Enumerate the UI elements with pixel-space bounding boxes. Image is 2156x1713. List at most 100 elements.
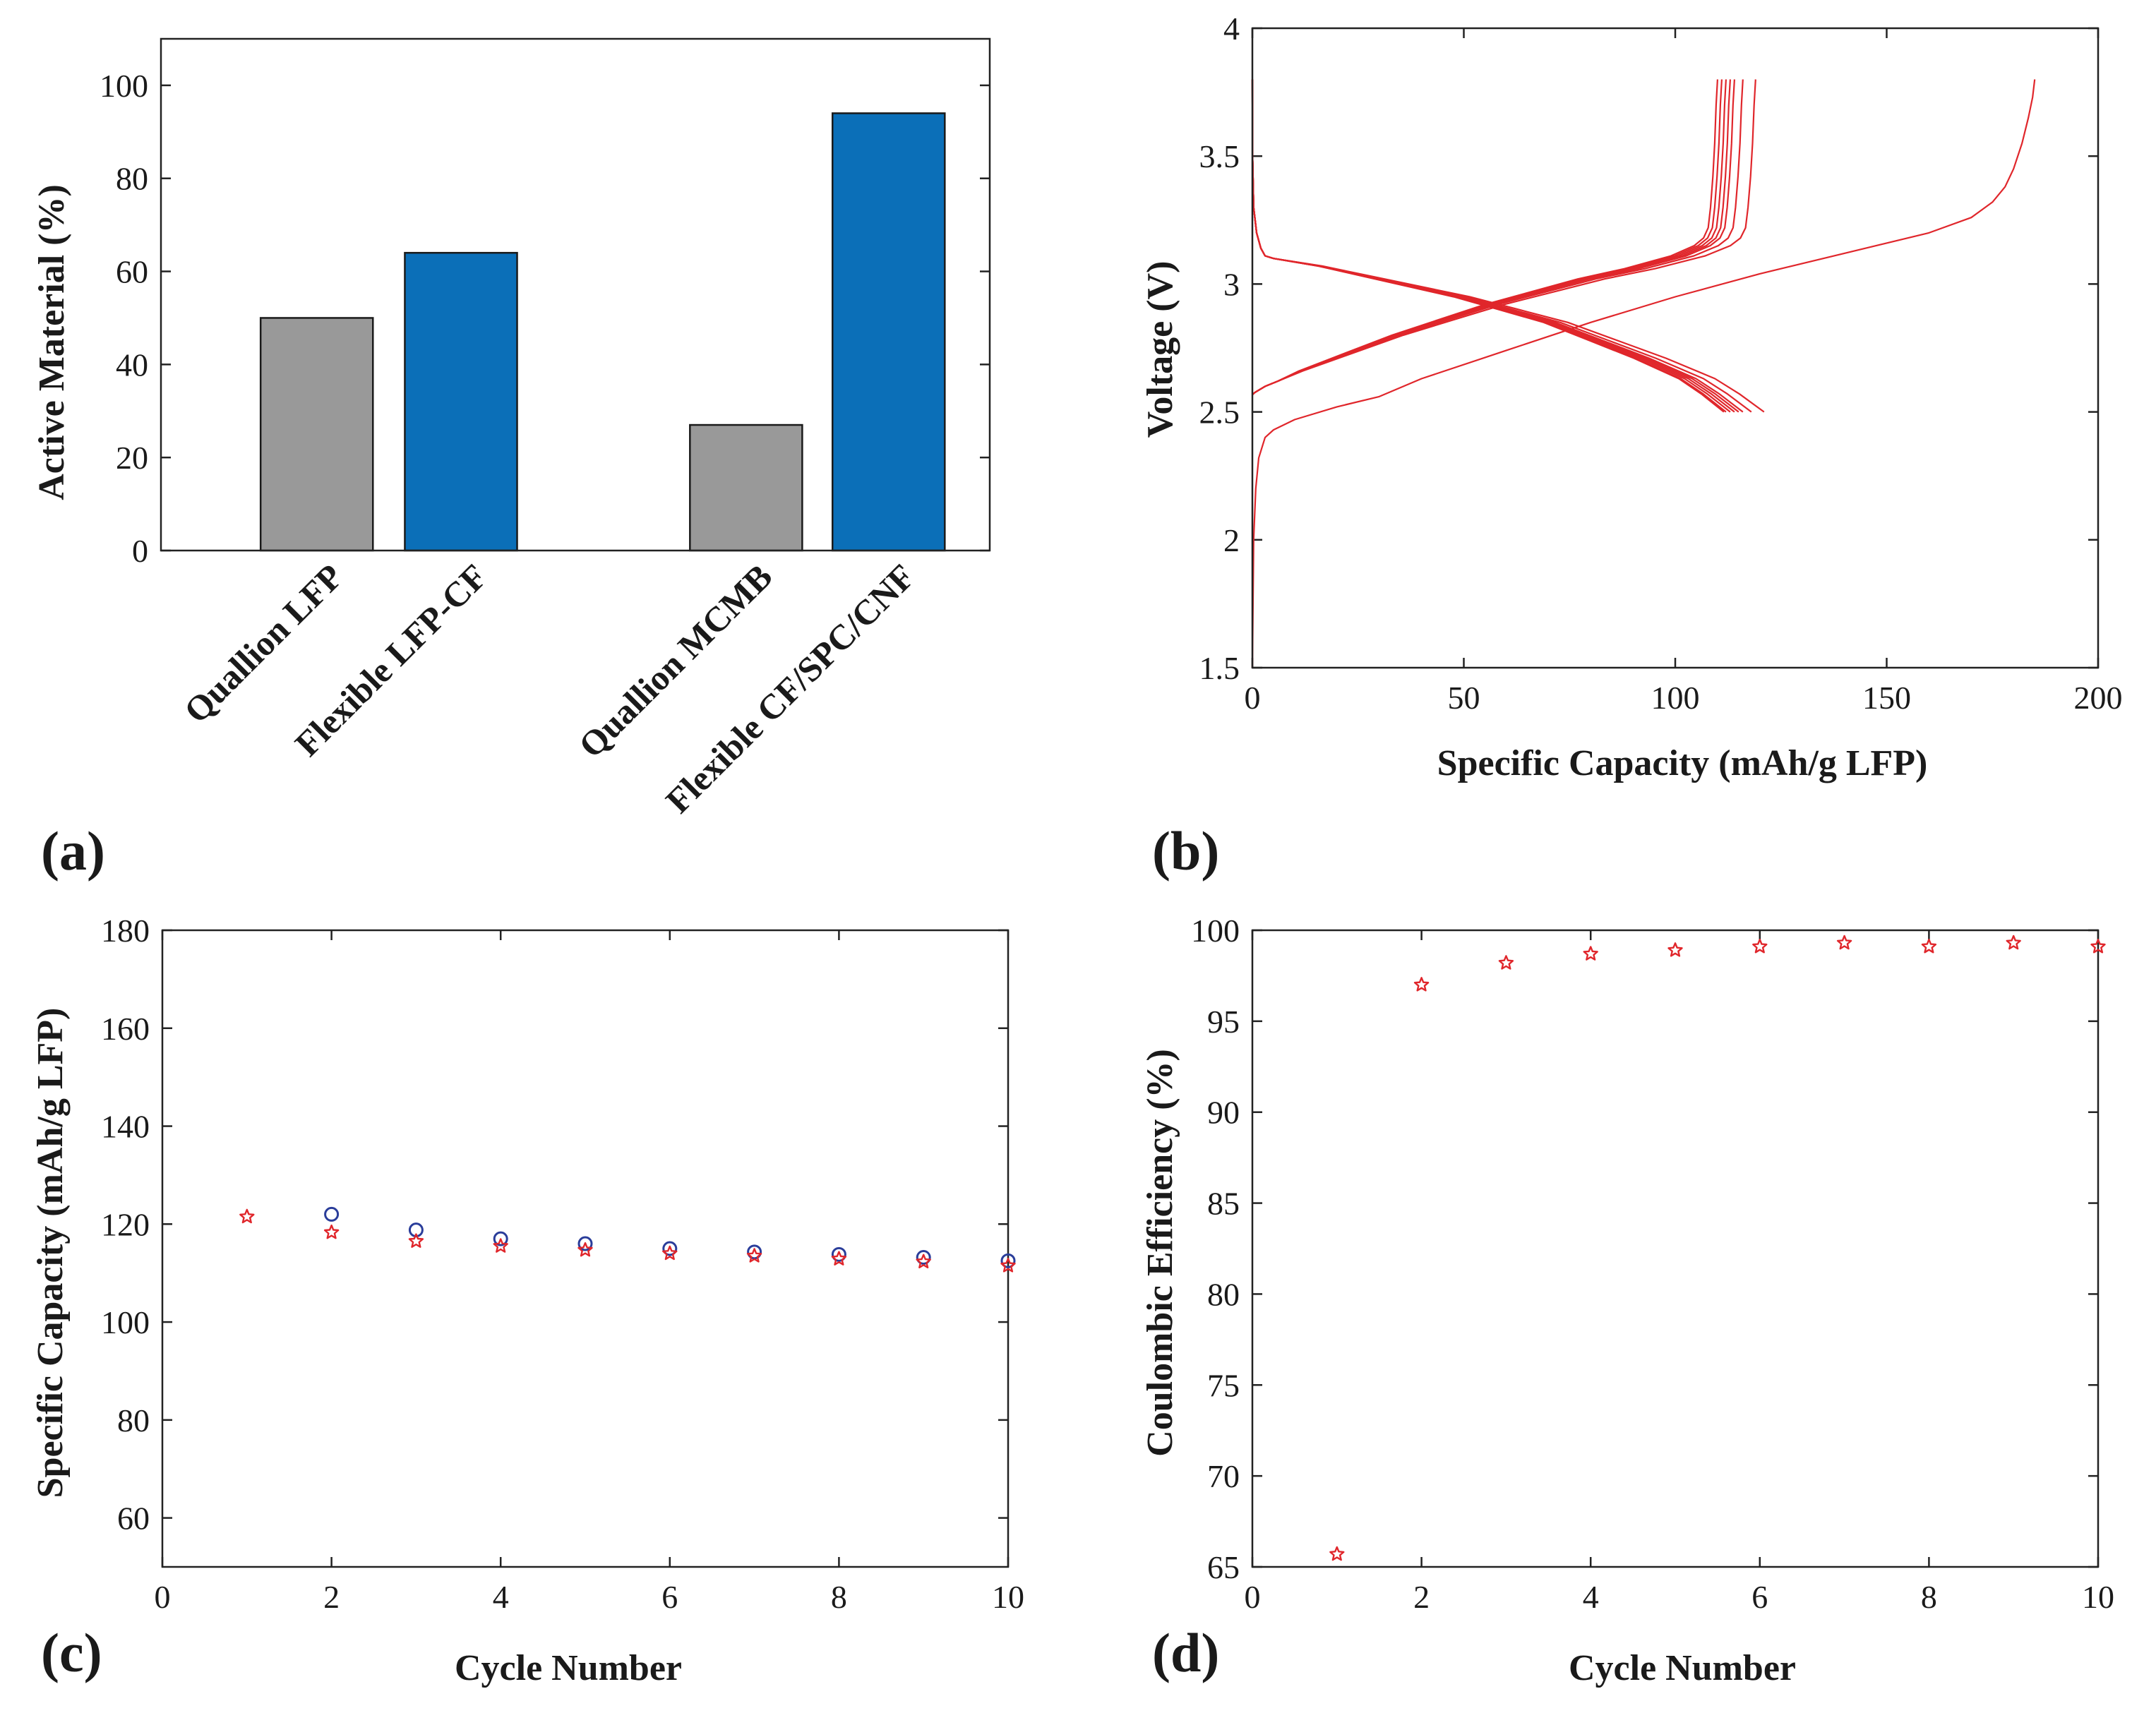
c-ytick-label: 140 [101,1109,150,1145]
c-point-circle [324,1206,340,1222]
a-ytick-label: 80 [116,161,148,197]
d-plot-frame [1251,929,2100,1568]
d-ytick-label: 65 [1207,1549,1240,1585]
b-ylabel: Voltage (V) [1140,261,1180,438]
c-point-star [916,1254,931,1268]
d-ytick-label: 80 [1207,1276,1240,1312]
panel-label-d: (d) [1152,1622,1219,1683]
c-ytick-label: 180 [101,913,150,949]
c-xtick-label: 8 [831,1579,847,1615]
d-ytick-label: 85 [1207,1186,1240,1222]
charge-curve [1252,79,1718,395]
d-ytick-label: 95 [1207,1004,1240,1040]
d-xtick-label: 8 [1921,1579,1937,1615]
category-label: Flexible CF/SPC/CNF [658,556,922,820]
panel-label-a: (a) [41,820,105,882]
b-ytick-label: 3 [1223,266,1240,302]
c-xtick-label: 4 [493,1579,509,1615]
d-ytick-label: 100 [1191,913,1240,949]
b-ytick-label: 3.5 [1199,138,1240,174]
d-ytick-label: 90 [1207,1095,1240,1131]
c-xtick-label: 10 [992,1579,1024,1615]
c-xtick-label: 6 [661,1579,678,1615]
c-ylabel: Specific Capacity (mAh/g LFP) [30,1008,71,1498]
d-xlabel: Cycle Number [1569,1648,1796,1688]
c-ytick-label: 160 [101,1011,150,1047]
d-point-star [1329,1546,1345,1561]
d-point-star [1667,942,1683,957]
a-ytick-label: 20 [116,440,148,476]
c-point-star [746,1248,762,1263]
a-ytick-label: 100 [100,68,148,104]
c-point-star [323,1224,340,1239]
b-xtick-label: 150 [1862,680,1911,716]
charge-curve [1252,79,1723,395]
c-xlabel: Cycle Number [455,1648,682,1688]
c-ytick-label: 60 [117,1501,150,1537]
c-point-star [662,1245,678,1261]
charge-curve [1252,79,1731,395]
d-point-star [1836,934,1852,950]
d-ytick-label: 70 [1207,1458,1240,1494]
panel-b-voltage-curves: 0 50 100 150 200 1.5 2 2.5 3 3.5 4 [1199,11,2123,716]
c-point-circle [916,1249,931,1265]
c-point-circle [831,1246,846,1262]
charge-curve [1252,79,1727,395]
bar-2 [404,251,518,552]
b-xtick-label: 0 [1245,680,1261,716]
discharge-curve [1251,79,1765,413]
c-point-star [831,1251,847,1266]
c-xtick-label: 0 [155,1579,171,1615]
b-xtick-label: 200 [2074,680,2123,716]
d-point-star [2090,939,2106,954]
panel-label-c: (c) [41,1622,102,1683]
c-point-star [408,1233,424,1248]
b-xtick-label: 50 [1448,680,1480,716]
d-point-star [1921,939,1937,954]
a-plot-frame [160,37,991,552]
b-ytick-label: 2.5 [1199,395,1240,431]
bar-4 [831,112,946,552]
c-point-circle [493,1231,508,1246]
panel-label-b: (b) [1152,820,1219,882]
b-xlabel: Specific Capacity (mAh/g LFP) [1437,743,1928,783]
b-plot-frame [1251,27,2100,669]
d-ytick-label: 75 [1207,1367,1240,1403]
b-xtick-label: 100 [1651,680,1700,716]
bar-1 [259,317,374,552]
d-ylabel: Coulombic Efficiency (%) [1140,1049,1180,1457]
a-ytick-label: 40 [116,347,148,383]
charge-curve [1252,79,1756,395]
first-charge-curve [1251,79,2036,668]
a-ytick-label: 60 [116,254,148,290]
c-point-star [493,1238,508,1253]
c-point-circle [662,1241,678,1256]
d-point-star [1413,977,1430,992]
a-ytick-label: 0 [132,533,148,569]
b-ytick-label: 2 [1223,522,1240,558]
charge-curve [1252,79,1735,395]
d-xtick-label: 6 [1751,1579,1768,1615]
c-ytick-label: 120 [101,1206,150,1242]
panel-d-efficiency-scatter: 0 2 4 6 8 10 65 70 75 80 85 90 95 100 [1191,913,2114,1615]
d-xtick-label: 2 [1413,1579,1430,1615]
c-point-circle [577,1236,593,1251]
bar-3 [689,423,803,552]
c-point-star [577,1242,593,1257]
c-point-star [239,1208,255,1224]
charge-curve [1252,79,1744,395]
d-point-star [1583,946,1598,961]
d-point-star [1752,939,1768,954]
d-xtick-label: 0 [1245,1579,1261,1615]
panel-c-capacity-scatter: 0 2 4 6 8 10 60 80 100 120 140 160 180 [101,913,1024,1615]
b-ytick-label: 1.5 [1199,650,1240,686]
d-point-star [1498,955,1514,970]
c-ytick-label: 80 [117,1402,150,1438]
d-xtick-label: 4 [1583,1579,1599,1615]
c-xtick-label: 2 [323,1579,340,1615]
c-point-circle [1000,1253,1016,1268]
a-ylabel: Active Material (%) [32,184,72,500]
c-point-star [1000,1258,1016,1273]
